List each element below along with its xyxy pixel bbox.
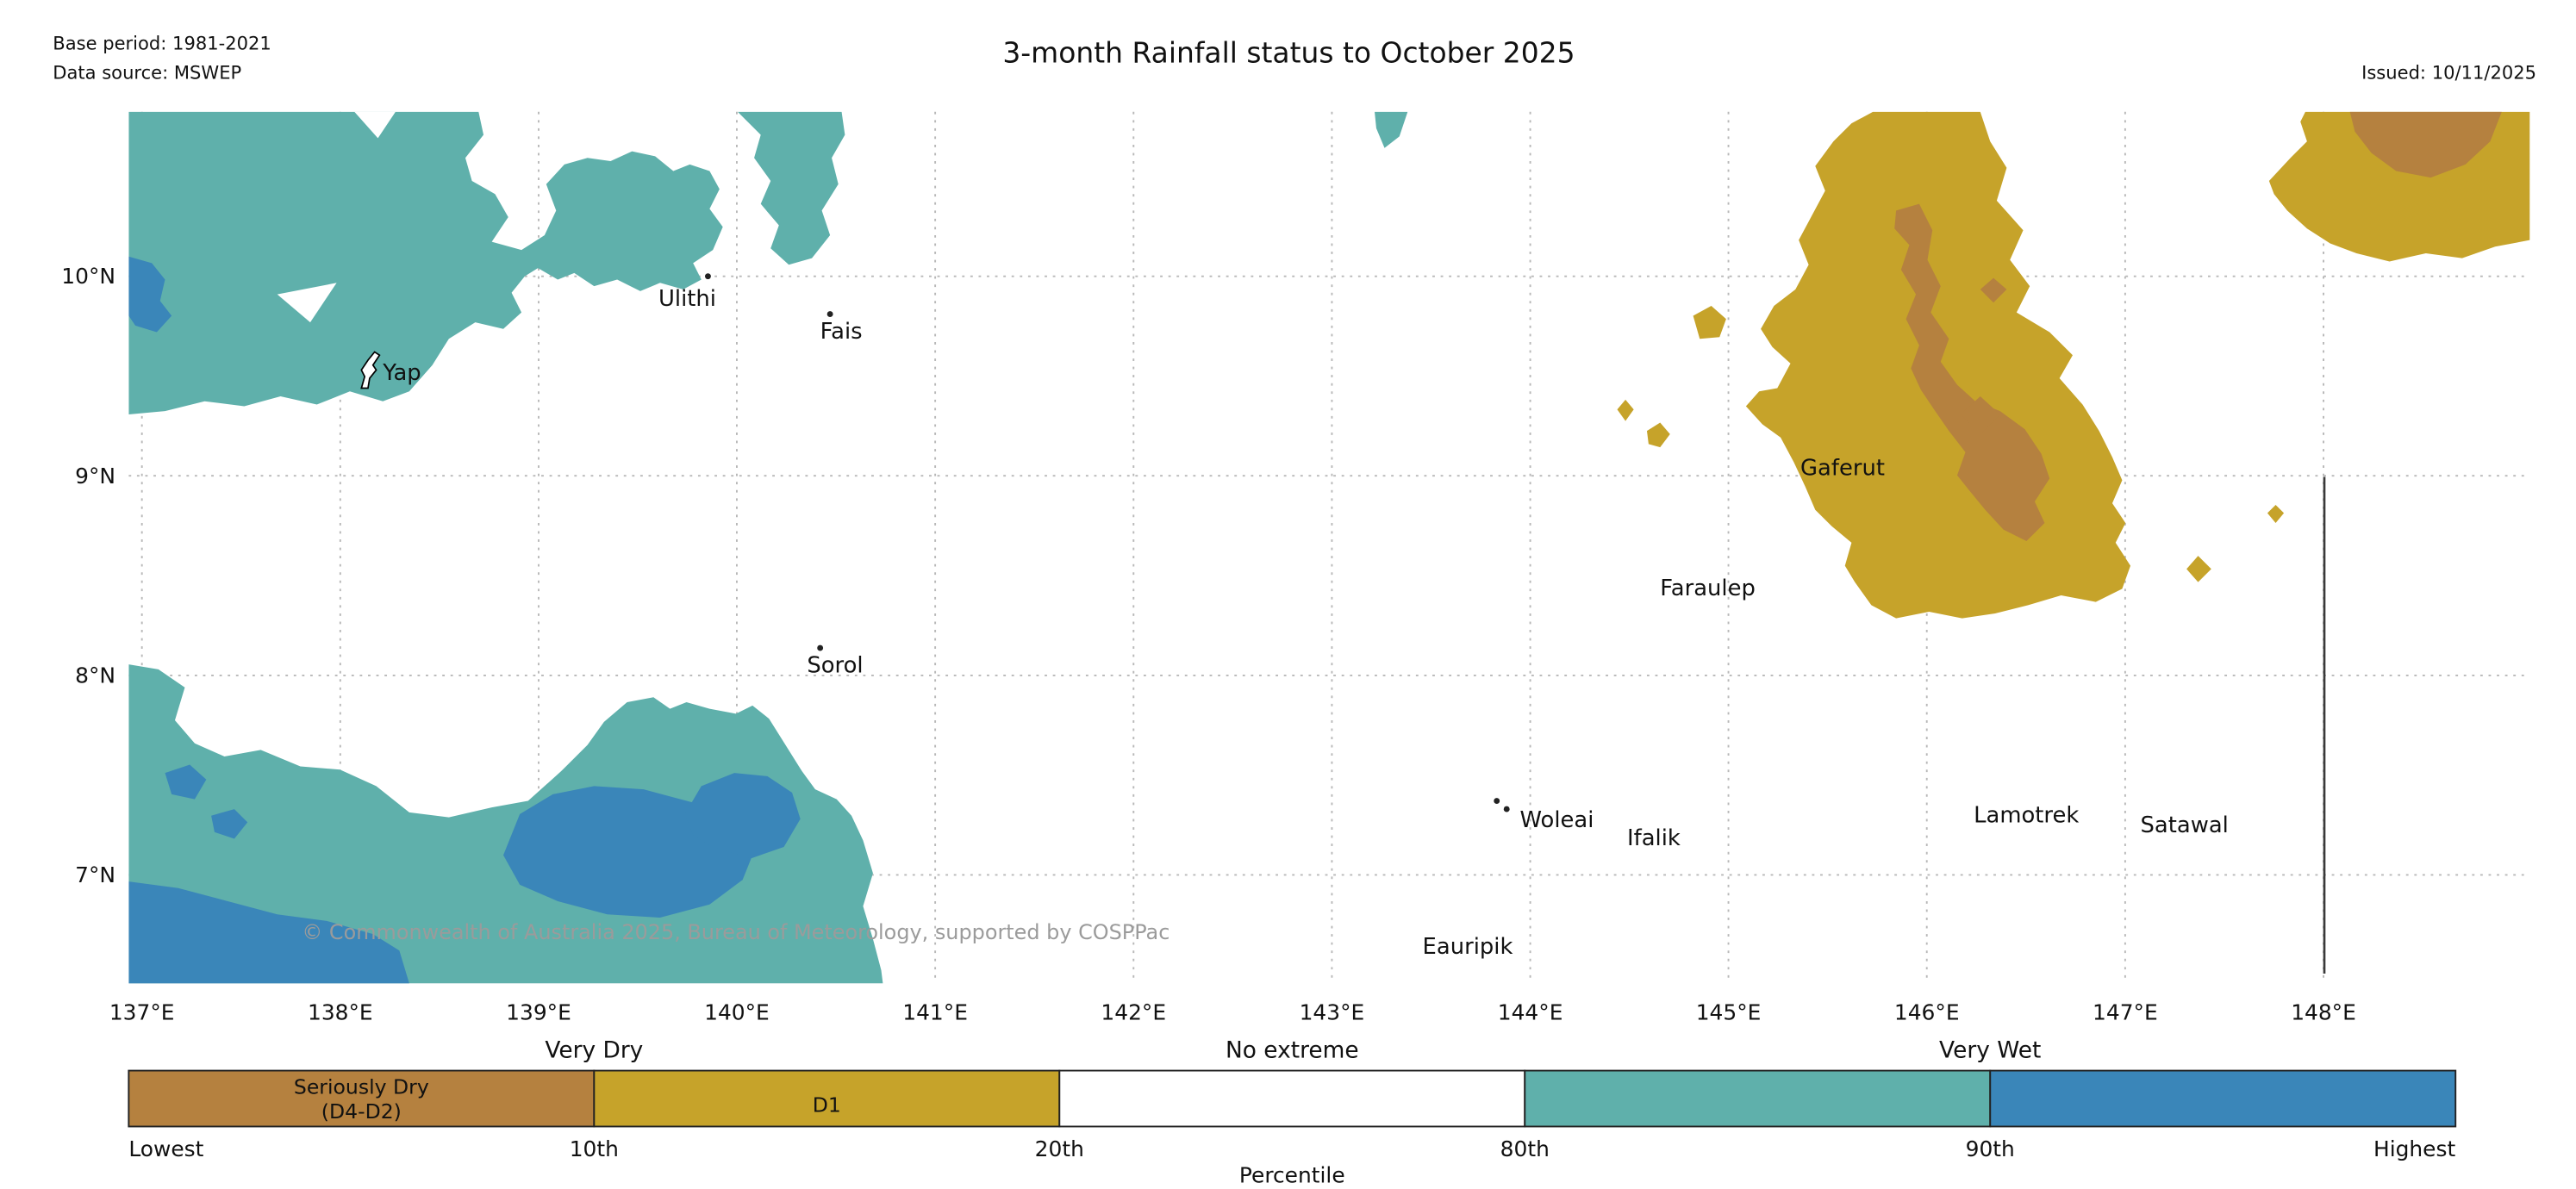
place-label-ulithi: Ulithi [658, 286, 716, 312]
region-wethighest-small-1 [165, 764, 207, 800]
copyright-notice: © Commonwealth of Australia 2025, Bureau… [302, 920, 1169, 944]
region-seriously-dry-spot-1 [1980, 277, 2007, 303]
lon-tick-label: 144°E [1498, 999, 1563, 1024]
lon-tick-label: 137°E [109, 999, 175, 1024]
lon-tick-label: 145°E [1696, 999, 1762, 1024]
place-label-lamotrek: Lamotrek [1974, 802, 2079, 828]
place-label-fais: Fais [820, 319, 863, 345]
legend-category-no-extreme: No extreme [1226, 1037, 1359, 1063]
region-d1-blob-1 [1693, 306, 1726, 339]
place-dot [1494, 798, 1500, 804]
legend-tick-highest: Highest [2373, 1136, 2455, 1161]
region-wethighest-bottom-left [128, 881, 409, 984]
region-wet90-upper-left [128, 111, 723, 414]
lat-tick-label: 9°N [75, 464, 115, 489]
legend-segment-d1 [593, 1069, 1061, 1128]
region-wet90-fais-lobe [737, 111, 845, 265]
region-white-notch-top [354, 111, 396, 139]
lon-tick-label: 140°E [704, 999, 770, 1024]
place-label-sorol: Sorol [807, 653, 863, 679]
legend-seriously-dry-label-line2: (D4-D2) [321, 1099, 402, 1124]
lon-tick-label: 138°E [308, 999, 373, 1024]
region-d1-blob-2 [1617, 399, 1634, 421]
legend-category-very-wet: Very Wet [1939, 1037, 2041, 1063]
place-label-woleai: Woleai [1520, 807, 1594, 833]
legend-tick-20th: 20th [1035, 1136, 1084, 1161]
legend-colorbar: Very Dry No extreme Very Wet Seriously D… [128, 1037, 2457, 1187]
issued-label: Issued: 10/11/2025 [2361, 62, 2536, 84]
region-wethighest-central-2 [684, 773, 801, 859]
legend-tick-lowest: Lowest [128, 1136, 203, 1161]
legend-seriously-dry-label-line1: Seriously Dry [294, 1074, 429, 1099]
lon-tick-label: 141°E [902, 999, 968, 1024]
lon-tick-label: 146°E [1894, 999, 1960, 1024]
lat-tick-label: 8°N [75, 663, 115, 688]
legend-tick-90th: 90th [1966, 1136, 2015, 1161]
place-label-ifalik: Ifalik [1627, 825, 1681, 851]
place-dot [817, 644, 824, 651]
place-dot [826, 311, 833, 317]
legend-axis-label: Percentile [1239, 1162, 1345, 1187]
region-white-hole [277, 283, 337, 323]
lon-tick-label: 139°E [506, 999, 571, 1024]
region-seriously-dry-top-right [2349, 111, 2502, 178]
place-dot [705, 273, 711, 280]
place-label-eauripik: Eauripik [1423, 934, 1513, 960]
region-d1-blob-5 [2267, 504, 2285, 523]
legend-segment-wet-highest [1989, 1069, 2457, 1128]
lon-tick-label: 142°E [1101, 999, 1166, 1024]
island-outline-yap [360, 351, 381, 389]
region-d1-blob-4 [2186, 556, 2211, 582]
region-d1-blob-3 [1646, 422, 1670, 448]
region-wethighest-left-edge [128, 256, 172, 333]
lat-tick-label: 7°N [75, 862, 115, 887]
legend-segment-seriously-dry [128, 1069, 596, 1128]
data-source-label: Data source: MSWEP [53, 62, 241, 84]
legend-d1-label: D1 [813, 1093, 841, 1117]
legend-segment-wet-90 [1524, 1069, 1992, 1128]
place-layer: Ulithi Fais Yap Gaferut Faraulep Sorol Woleai I… [382, 273, 2229, 960]
legend-tick-80th: 80th [1500, 1136, 1550, 1161]
lon-tick-label: 147°E [2093, 999, 2158, 1024]
region-layer [128, 111, 2530, 984]
place-label-gaferut: Gaferut [1800, 456, 1885, 482]
lat-tick-label: 10°N [61, 264, 115, 289]
base-period-label: Base period: 1981-2021 [53, 32, 271, 53]
place-label-faraulep: Faraulep [1660, 576, 1756, 601]
place-dot [1503, 806, 1510, 812]
lon-tick-label: 143°E [1300, 999, 1365, 1024]
region-seriously-dry-spot-2 [1960, 396, 2000, 434]
place-label-satawal: Satawal [2140, 812, 2228, 838]
region-seriously-dry-main [1894, 203, 2050, 541]
page-title: 3-month Rainfall status to October 2025 [1002, 36, 1575, 70]
legend-category-very-dry: Very Dry [545, 1037, 643, 1063]
region-wet90-top-sliver [1375, 111, 1408, 148]
region-wethighest-small-2 [211, 809, 248, 839]
legend-tick-10th: 10th [570, 1136, 619, 1161]
place-label-yap: Yap [382, 360, 421, 386]
legend-segment-no-extreme [1058, 1069, 1526, 1128]
lon-tick-label: 148°E [2291, 999, 2356, 1024]
